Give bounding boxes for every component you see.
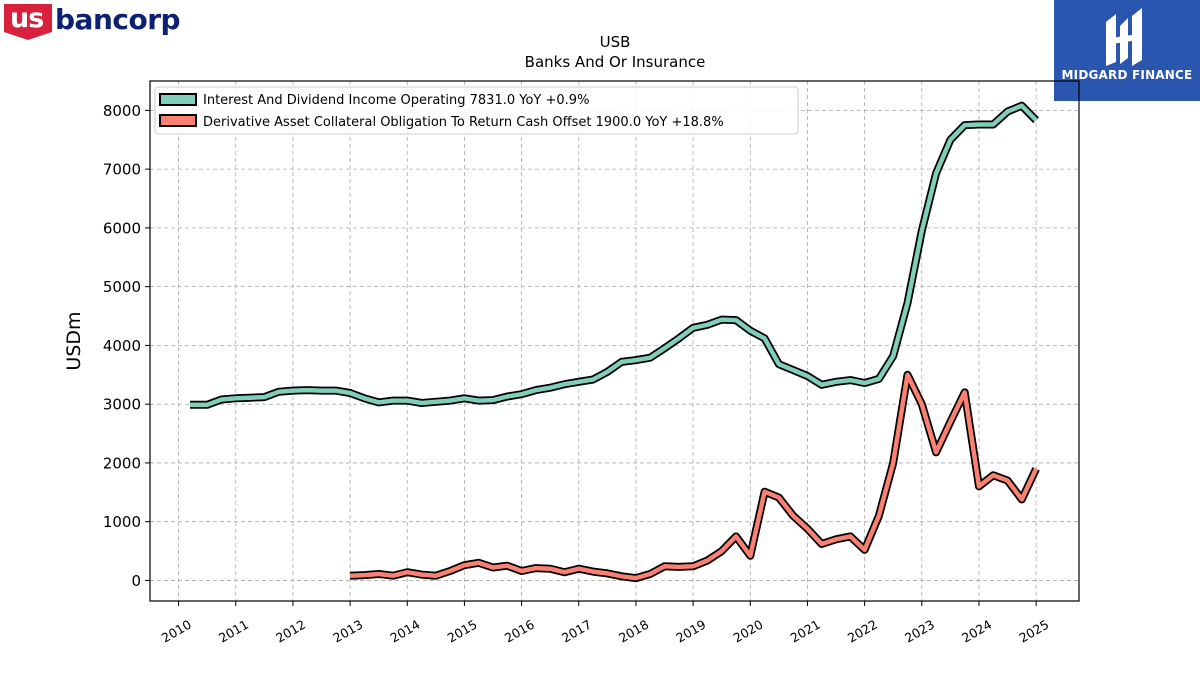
x-tick-label: 2015 <box>445 617 480 646</box>
x-tick-label: 2014 <box>387 617 422 646</box>
midgard-finance-logo: MIDGARD FINANCE <box>1054 0 1200 101</box>
y-tick-label: 2000 <box>103 454 141 472</box>
legend-box <box>154 86 799 135</box>
y-tick-label: 4000 <box>103 337 141 355</box>
x-tick-label: 2017 <box>559 617 594 646</box>
usb-logo-bancorp: bancorp <box>55 3 181 36</box>
x-axis-ticks: 2010 2011 2012 2013 2014 2015 2016 2017 2018 2019… <box>159 601 1051 646</box>
y-tick-label: 1000 <box>103 513 141 531</box>
legend-swatch-derivative <box>159 114 197 127</box>
x-tick-label: 2018 <box>616 617 651 646</box>
series-line-derivative-collateral <box>350 372 1039 581</box>
x-tick-label: 2021 <box>788 617 823 646</box>
y-axis-label: USDm <box>63 311 85 370</box>
midgard-finance-name: MIDGARD FINANCE <box>1061 68 1193 82</box>
series-line-interest-income-outline <box>190 101 1039 409</box>
x-tick-label: 2011 <box>216 617 251 646</box>
x-tick-label: 2020 <box>731 617 766 646</box>
legend: Interest And Dividend Income Operating 7… <box>154 86 799 135</box>
y-tick-label: 0 <box>131 572 141 590</box>
x-tick-label: 2025 <box>1016 617 1051 646</box>
y-tick-label: 8000 <box>103 102 141 120</box>
y-tick-label: 5000 <box>103 278 141 296</box>
x-tick-label: 2012 <box>273 617 308 646</box>
series-line-interest-income <box>190 103 1038 408</box>
legend-swatch-interest <box>159 93 197 106</box>
plot-frame <box>149 80 1080 602</box>
x-tick-label: 2023 <box>902 617 937 646</box>
series-lines <box>190 101 1040 583</box>
y-tick-label: 7000 <box>103 161 141 179</box>
usb-logo-us: us <box>10 3 44 34</box>
x-tick-label: 2019 <box>673 617 708 646</box>
x-tick-label: 2010 <box>159 617 194 646</box>
y-tick-label: 3000 <box>103 396 141 414</box>
usb-shield-icon <box>4 4 52 40</box>
y-tick-label: 6000 <box>103 219 141 237</box>
chart-subtitle: Banks And Or Insurance <box>525 53 706 71</box>
chart-title: USB <box>600 33 631 51</box>
y-axis-ticks: 0 1000 2000 3000 4000 5000 6000 7000 8000 <box>103 102 150 590</box>
legend-label-interest: Interest And Dividend Income Operating 7… <box>203 93 589 108</box>
legend-label-derivative: Derivative Asset Collateral Obligation T… <box>203 115 724 130</box>
x-tick-label: 2024 <box>959 617 994 646</box>
x-tick-label: 2022 <box>845 617 880 646</box>
x-tick-label: 2016 <box>502 617 537 646</box>
midgard-mark-icon <box>1106 8 1142 66</box>
grid <box>150 81 1079 601</box>
x-tick-label: 2013 <box>330 617 365 646</box>
